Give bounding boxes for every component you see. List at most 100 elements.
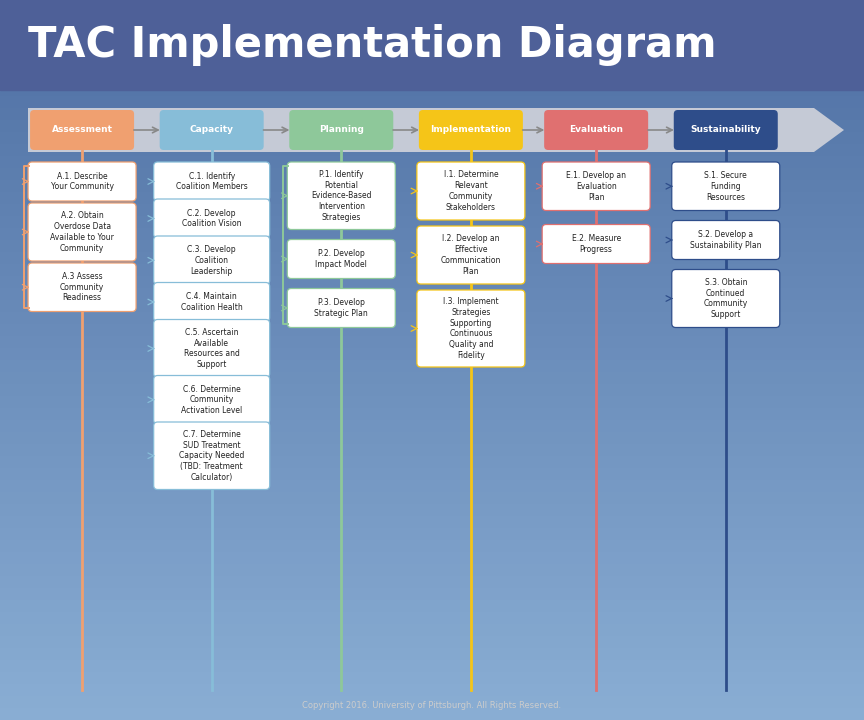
Text: Capacity: Capacity — [190, 125, 233, 135]
FancyBboxPatch shape — [28, 203, 136, 261]
Bar — [0, 408, 864, 420]
FancyBboxPatch shape — [543, 225, 650, 264]
FancyBboxPatch shape — [154, 199, 270, 238]
FancyBboxPatch shape — [28, 162, 136, 201]
Text: C.3. Develop
Coalition
Leadership: C.3. Develop Coalition Leadership — [187, 245, 236, 276]
Bar — [0, 48, 864, 60]
Bar — [0, 384, 864, 396]
Bar — [0, 276, 864, 288]
Text: C.7. Determine
SUD Treatment
Capacity Needed
(TBD: Treatment
Calculator): C.7. Determine SUD Treatment Capacity Ne… — [179, 430, 245, 482]
Bar — [0, 24, 864, 36]
Text: E.2. Measure
Progress: E.2. Measure Progress — [571, 234, 621, 254]
FancyBboxPatch shape — [154, 282, 270, 322]
FancyBboxPatch shape — [672, 162, 779, 210]
Bar — [0, 588, 864, 600]
Bar — [0, 420, 864, 432]
Text: P.1. Identify
Potential
Evidence-Based
Intervention
Strategies: P.1. Identify Potential Evidence-Based I… — [311, 170, 372, 222]
Text: TAC Implementation Diagram: TAC Implementation Diagram — [28, 24, 716, 66]
Text: P.2. Develop
Impact Model: P.2. Develop Impact Model — [315, 249, 367, 269]
FancyBboxPatch shape — [154, 320, 270, 377]
FancyBboxPatch shape — [28, 263, 136, 312]
Text: C.2. Develop
Coalition Vision: C.2. Develop Coalition Vision — [182, 209, 241, 228]
FancyBboxPatch shape — [30, 110, 134, 150]
Bar — [0, 576, 864, 588]
Bar — [0, 108, 864, 120]
Text: A.3 Assess
Community
Readiness: A.3 Assess Community Readiness — [60, 272, 105, 302]
Bar — [0, 240, 864, 252]
FancyBboxPatch shape — [154, 422, 270, 490]
Text: A.2. Obtain
Overdose Data
Available to Your
Community: A.2. Obtain Overdose Data Available to Y… — [50, 212, 114, 253]
Bar — [0, 264, 864, 276]
Bar — [0, 120, 864, 132]
Bar — [0, 480, 864, 492]
Text: Copyright 2016. University of Pittsburgh. All Rights Reserved.: Copyright 2016. University of Pittsburgh… — [302, 701, 562, 710]
Bar — [0, 684, 864, 696]
Bar — [0, 600, 864, 612]
Polygon shape — [28, 108, 844, 152]
Bar — [0, 396, 864, 408]
FancyBboxPatch shape — [544, 110, 648, 150]
FancyBboxPatch shape — [417, 226, 525, 284]
Text: C.6. Determine
Community
Activation Level: C.6. Determine Community Activation Leve… — [181, 384, 242, 415]
Bar — [0, 132, 864, 144]
Bar — [0, 204, 864, 216]
Bar — [0, 372, 864, 384]
FancyBboxPatch shape — [154, 236, 270, 284]
Bar — [0, 564, 864, 576]
Bar — [0, 288, 864, 300]
FancyBboxPatch shape — [154, 376, 270, 424]
Text: A.1. Describe
Your Community: A.1. Describe Your Community — [51, 171, 113, 192]
Bar — [0, 612, 864, 624]
Bar — [0, 504, 864, 516]
Text: P.3. Develop
Strategic Plan: P.3. Develop Strategic Plan — [314, 298, 368, 318]
Bar — [0, 360, 864, 372]
Bar — [0, 84, 864, 96]
Bar — [0, 60, 864, 72]
Bar — [0, 156, 864, 168]
Bar — [0, 540, 864, 552]
Bar — [0, 648, 864, 660]
Text: S.3. Obtain
Continued
Community
Support: S.3. Obtain Continued Community Support — [703, 278, 748, 319]
Bar — [0, 696, 864, 708]
Bar — [0, 192, 864, 204]
Bar — [0, 636, 864, 648]
Text: I.3. Implement
Strategies
Supporting
Continuous
Quality and
Fidelity: I.3. Implement Strategies Supporting Con… — [443, 297, 499, 360]
Bar — [0, 672, 864, 684]
Text: Planning: Planning — [319, 125, 364, 135]
FancyBboxPatch shape — [419, 110, 523, 150]
Text: I.1. Determine
Relevant
Community
Stakeholders: I.1. Determine Relevant Community Stakeh… — [443, 171, 499, 212]
Text: Sustainability: Sustainability — [690, 125, 761, 135]
Bar — [0, 336, 864, 348]
Bar — [0, 444, 864, 456]
Bar — [0, 228, 864, 240]
FancyBboxPatch shape — [672, 220, 779, 259]
Bar — [0, 0, 864, 12]
Bar — [0, 552, 864, 564]
Bar — [0, 168, 864, 180]
Bar — [0, 660, 864, 672]
FancyBboxPatch shape — [287, 240, 396, 279]
FancyBboxPatch shape — [417, 162, 525, 220]
FancyBboxPatch shape — [154, 162, 270, 201]
Bar — [0, 312, 864, 324]
FancyBboxPatch shape — [287, 289, 396, 328]
Bar — [0, 300, 864, 312]
Bar — [0, 180, 864, 192]
Text: E.1. Develop an
Evaluation
Plan: E.1. Develop an Evaluation Plan — [566, 171, 626, 202]
Bar — [0, 456, 864, 468]
Bar — [0, 12, 864, 24]
Bar — [0, 624, 864, 636]
Bar — [0, 96, 864, 108]
Text: C.5. Ascertain
Available
Resources and
Support: C.5. Ascertain Available Resources and S… — [184, 328, 239, 369]
Bar — [0, 36, 864, 48]
Bar — [0, 708, 864, 720]
Text: S.1. Secure
Funding
Resources: S.1. Secure Funding Resources — [704, 171, 747, 202]
Bar — [0, 528, 864, 540]
FancyBboxPatch shape — [287, 162, 396, 230]
FancyBboxPatch shape — [160, 110, 264, 150]
Bar — [0, 468, 864, 480]
Text: Assessment: Assessment — [52, 125, 112, 135]
Bar — [0, 216, 864, 228]
Bar — [0, 0, 864, 90]
FancyBboxPatch shape — [674, 110, 778, 150]
